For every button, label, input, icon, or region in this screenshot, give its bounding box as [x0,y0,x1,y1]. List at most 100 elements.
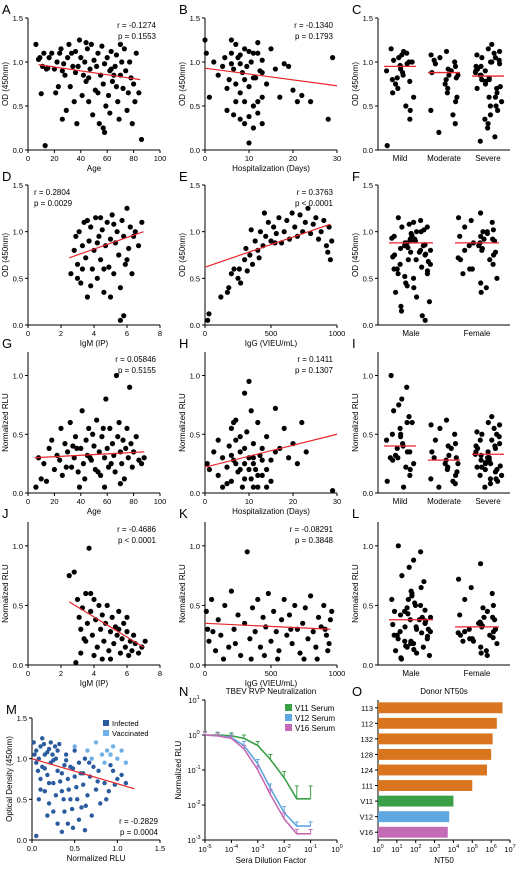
data-point [478,63,484,69]
data-point [83,40,89,46]
data-point [268,638,274,644]
data-point [325,648,331,654]
data-point-infected [51,758,56,763]
data-point-infected [106,789,112,794]
data-point [215,72,221,78]
panel-h: H 0.0 0.5 1.0 0 10 20 30 Hospitalization (Days) N… [178,336,341,516]
y-tick-label: 1.0 [190,228,200,237]
data-point-infected [82,828,88,833]
data-point-infected [76,817,82,822]
data-point [222,602,228,609]
x-tick-label: 10 [245,497,253,506]
x-tick-label: 60 [103,497,111,506]
data-point [476,243,482,249]
data-point [411,94,417,100]
data-point [420,644,426,650]
data-point-vaccinated [102,760,107,765]
data-point [125,90,131,96]
data-point [86,99,92,105]
data-point [281,425,287,431]
data-point [466,243,472,249]
data-point [83,590,89,597]
data-point-infected [93,787,99,792]
data-point [119,636,125,642]
data-point [96,121,102,127]
data-point [468,217,474,224]
data-point [100,425,106,431]
data-point [485,125,491,131]
data-point [117,285,123,291]
data-point [481,614,487,620]
data-point [410,275,417,281]
x-axis-label: IgG (VIEU/mL) [245,339,298,348]
data-point [257,229,264,235]
data-point [419,614,425,620]
data-point-infected [41,741,47,747]
data-point [388,372,394,379]
data-point [115,434,121,440]
data-point [242,46,248,52]
y-axis-label: OD (450nm) [178,233,187,277]
data-point [443,48,450,55]
data-point [231,419,237,426]
data-point [127,384,133,390]
data-point [248,59,254,65]
data-point [88,224,94,230]
data-point [249,605,256,611]
data-point [104,55,110,61]
data-point [107,110,113,116]
data-point [486,94,492,100]
data-point [76,484,83,490]
data-point [205,626,211,632]
data-point [487,103,493,109]
data-point [103,396,109,402]
data-point [259,121,265,127]
data-point [68,50,75,56]
data-point [418,549,424,555]
data-point [410,557,417,563]
data-point [75,63,81,69]
data-point [276,215,282,221]
data-point [413,626,420,632]
data-point [412,602,419,609]
data-point [292,224,298,230]
y-tick-label: 1.0 [13,228,23,237]
data-point [428,422,434,428]
data-point [101,129,108,135]
data-point [409,593,415,599]
data-point [98,215,104,221]
p-value: p = 0.0004 [120,828,159,837]
data-point [422,252,428,258]
data-point [124,205,130,211]
data-point-infected [65,821,71,826]
data-point-infected [57,741,62,747]
data-point [478,457,484,463]
data-point [417,247,424,253]
data-point [108,66,114,72]
data-point [485,449,491,455]
data-point [78,650,84,656]
data-point-infected [59,789,65,794]
data-point [242,257,248,263]
data-point [446,452,452,458]
data-point [80,72,87,78]
y-tick-label: 1.0 [363,58,373,67]
data-point [218,632,224,638]
data-point [395,85,401,91]
data-point [477,210,484,216]
data-point [492,55,499,61]
bar-112 [378,717,497,729]
data-point [233,437,239,443]
data-point [411,461,417,467]
data-point [117,41,123,48]
data-point [215,472,221,478]
data-point [398,434,404,440]
data-point [122,644,128,650]
data-point [443,417,450,423]
data-point [248,476,254,482]
data-point [268,457,274,463]
data-point [259,57,265,63]
data-point [325,116,331,122]
series-line-v16 [204,734,311,835]
data-point [477,437,483,443]
